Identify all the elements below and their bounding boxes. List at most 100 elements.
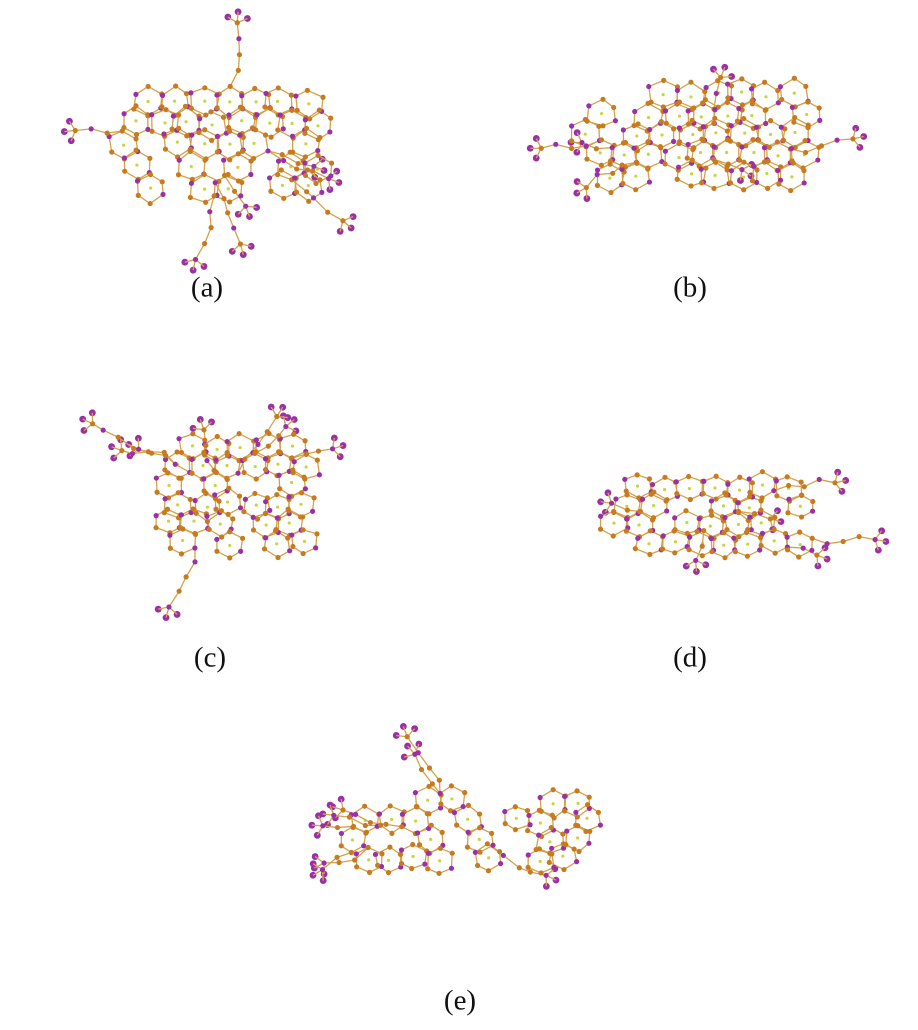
atom <box>802 180 807 185</box>
atom <box>661 78 666 83</box>
atom <box>201 488 206 493</box>
atom <box>340 807 345 812</box>
ring-center <box>761 483 764 486</box>
atom <box>647 552 652 557</box>
atom <box>801 168 806 173</box>
atom <box>757 547 762 552</box>
atom <box>661 533 666 538</box>
atom <box>276 473 281 478</box>
ring-center <box>539 860 542 863</box>
atom <box>134 132 139 137</box>
atom <box>347 815 352 820</box>
atom <box>771 488 776 493</box>
atom <box>841 539 846 544</box>
atom <box>739 167 744 172</box>
atom <box>683 508 688 513</box>
atom <box>310 509 315 514</box>
end-atom <box>315 812 322 819</box>
ring-center <box>240 119 243 122</box>
ring-center <box>299 503 302 506</box>
atom <box>310 168 315 173</box>
atom <box>317 135 322 140</box>
atom <box>315 458 320 463</box>
atom <box>436 871 441 876</box>
atom <box>375 863 380 868</box>
ring-center <box>740 90 743 93</box>
atom <box>437 778 442 783</box>
atom <box>225 439 230 444</box>
atom <box>671 139 676 144</box>
panel-label: (e) <box>444 985 476 1017</box>
atom <box>747 514 752 519</box>
atom <box>236 36 241 41</box>
atom <box>160 93 165 98</box>
ring-center <box>647 116 650 119</box>
atom <box>750 178 755 183</box>
ring-center <box>652 504 655 507</box>
atom <box>739 144 744 149</box>
atom <box>263 511 268 516</box>
bond <box>169 591 179 607</box>
atom <box>154 490 159 495</box>
atom <box>354 851 359 856</box>
atom <box>243 204 248 209</box>
atom <box>454 823 459 828</box>
atom <box>825 541 830 546</box>
ring-center <box>192 520 195 523</box>
atom <box>176 126 181 131</box>
atom <box>388 803 393 808</box>
atom <box>154 475 159 480</box>
ring-center <box>304 142 307 145</box>
ring-center <box>599 151 602 154</box>
atom <box>188 147 193 152</box>
atom <box>501 853 506 858</box>
ring-center <box>134 119 137 122</box>
atom <box>585 802 590 807</box>
atom <box>168 546 173 551</box>
atom <box>725 95 730 100</box>
atom <box>438 791 443 796</box>
atom <box>595 183 600 188</box>
atom <box>304 189 309 194</box>
ring-center <box>228 100 231 103</box>
end-atom <box>574 129 581 136</box>
atom <box>240 149 245 154</box>
atom <box>262 104 267 109</box>
ring-center <box>450 797 453 800</box>
atom <box>339 831 344 836</box>
atom <box>296 161 301 166</box>
atom <box>202 172 207 177</box>
atom <box>303 486 308 491</box>
atom <box>725 81 730 86</box>
atom <box>725 128 730 133</box>
ring-center <box>584 133 587 136</box>
atom <box>750 101 755 106</box>
molecular-graphs <box>61 8 889 889</box>
atom <box>599 137 604 142</box>
atom <box>267 508 272 513</box>
atom <box>274 492 279 497</box>
atom <box>254 437 259 442</box>
ring-center <box>184 120 187 123</box>
atom <box>202 241 207 246</box>
atom <box>650 482 655 487</box>
ring-center <box>367 858 370 861</box>
ring-center <box>685 521 688 524</box>
atom <box>176 172 181 177</box>
atom <box>759 495 764 500</box>
atom <box>754 125 759 130</box>
atom <box>166 604 171 609</box>
atom <box>739 76 744 81</box>
atom <box>177 158 182 163</box>
atom <box>621 140 626 145</box>
atom <box>608 162 613 167</box>
ring-center <box>515 817 518 820</box>
atom <box>547 860 552 865</box>
atom <box>703 165 708 170</box>
atom <box>243 497 248 502</box>
atom <box>537 795 542 800</box>
atom <box>239 180 244 185</box>
atom <box>251 515 256 520</box>
ring-center <box>466 818 469 821</box>
ring-center <box>663 488 666 491</box>
